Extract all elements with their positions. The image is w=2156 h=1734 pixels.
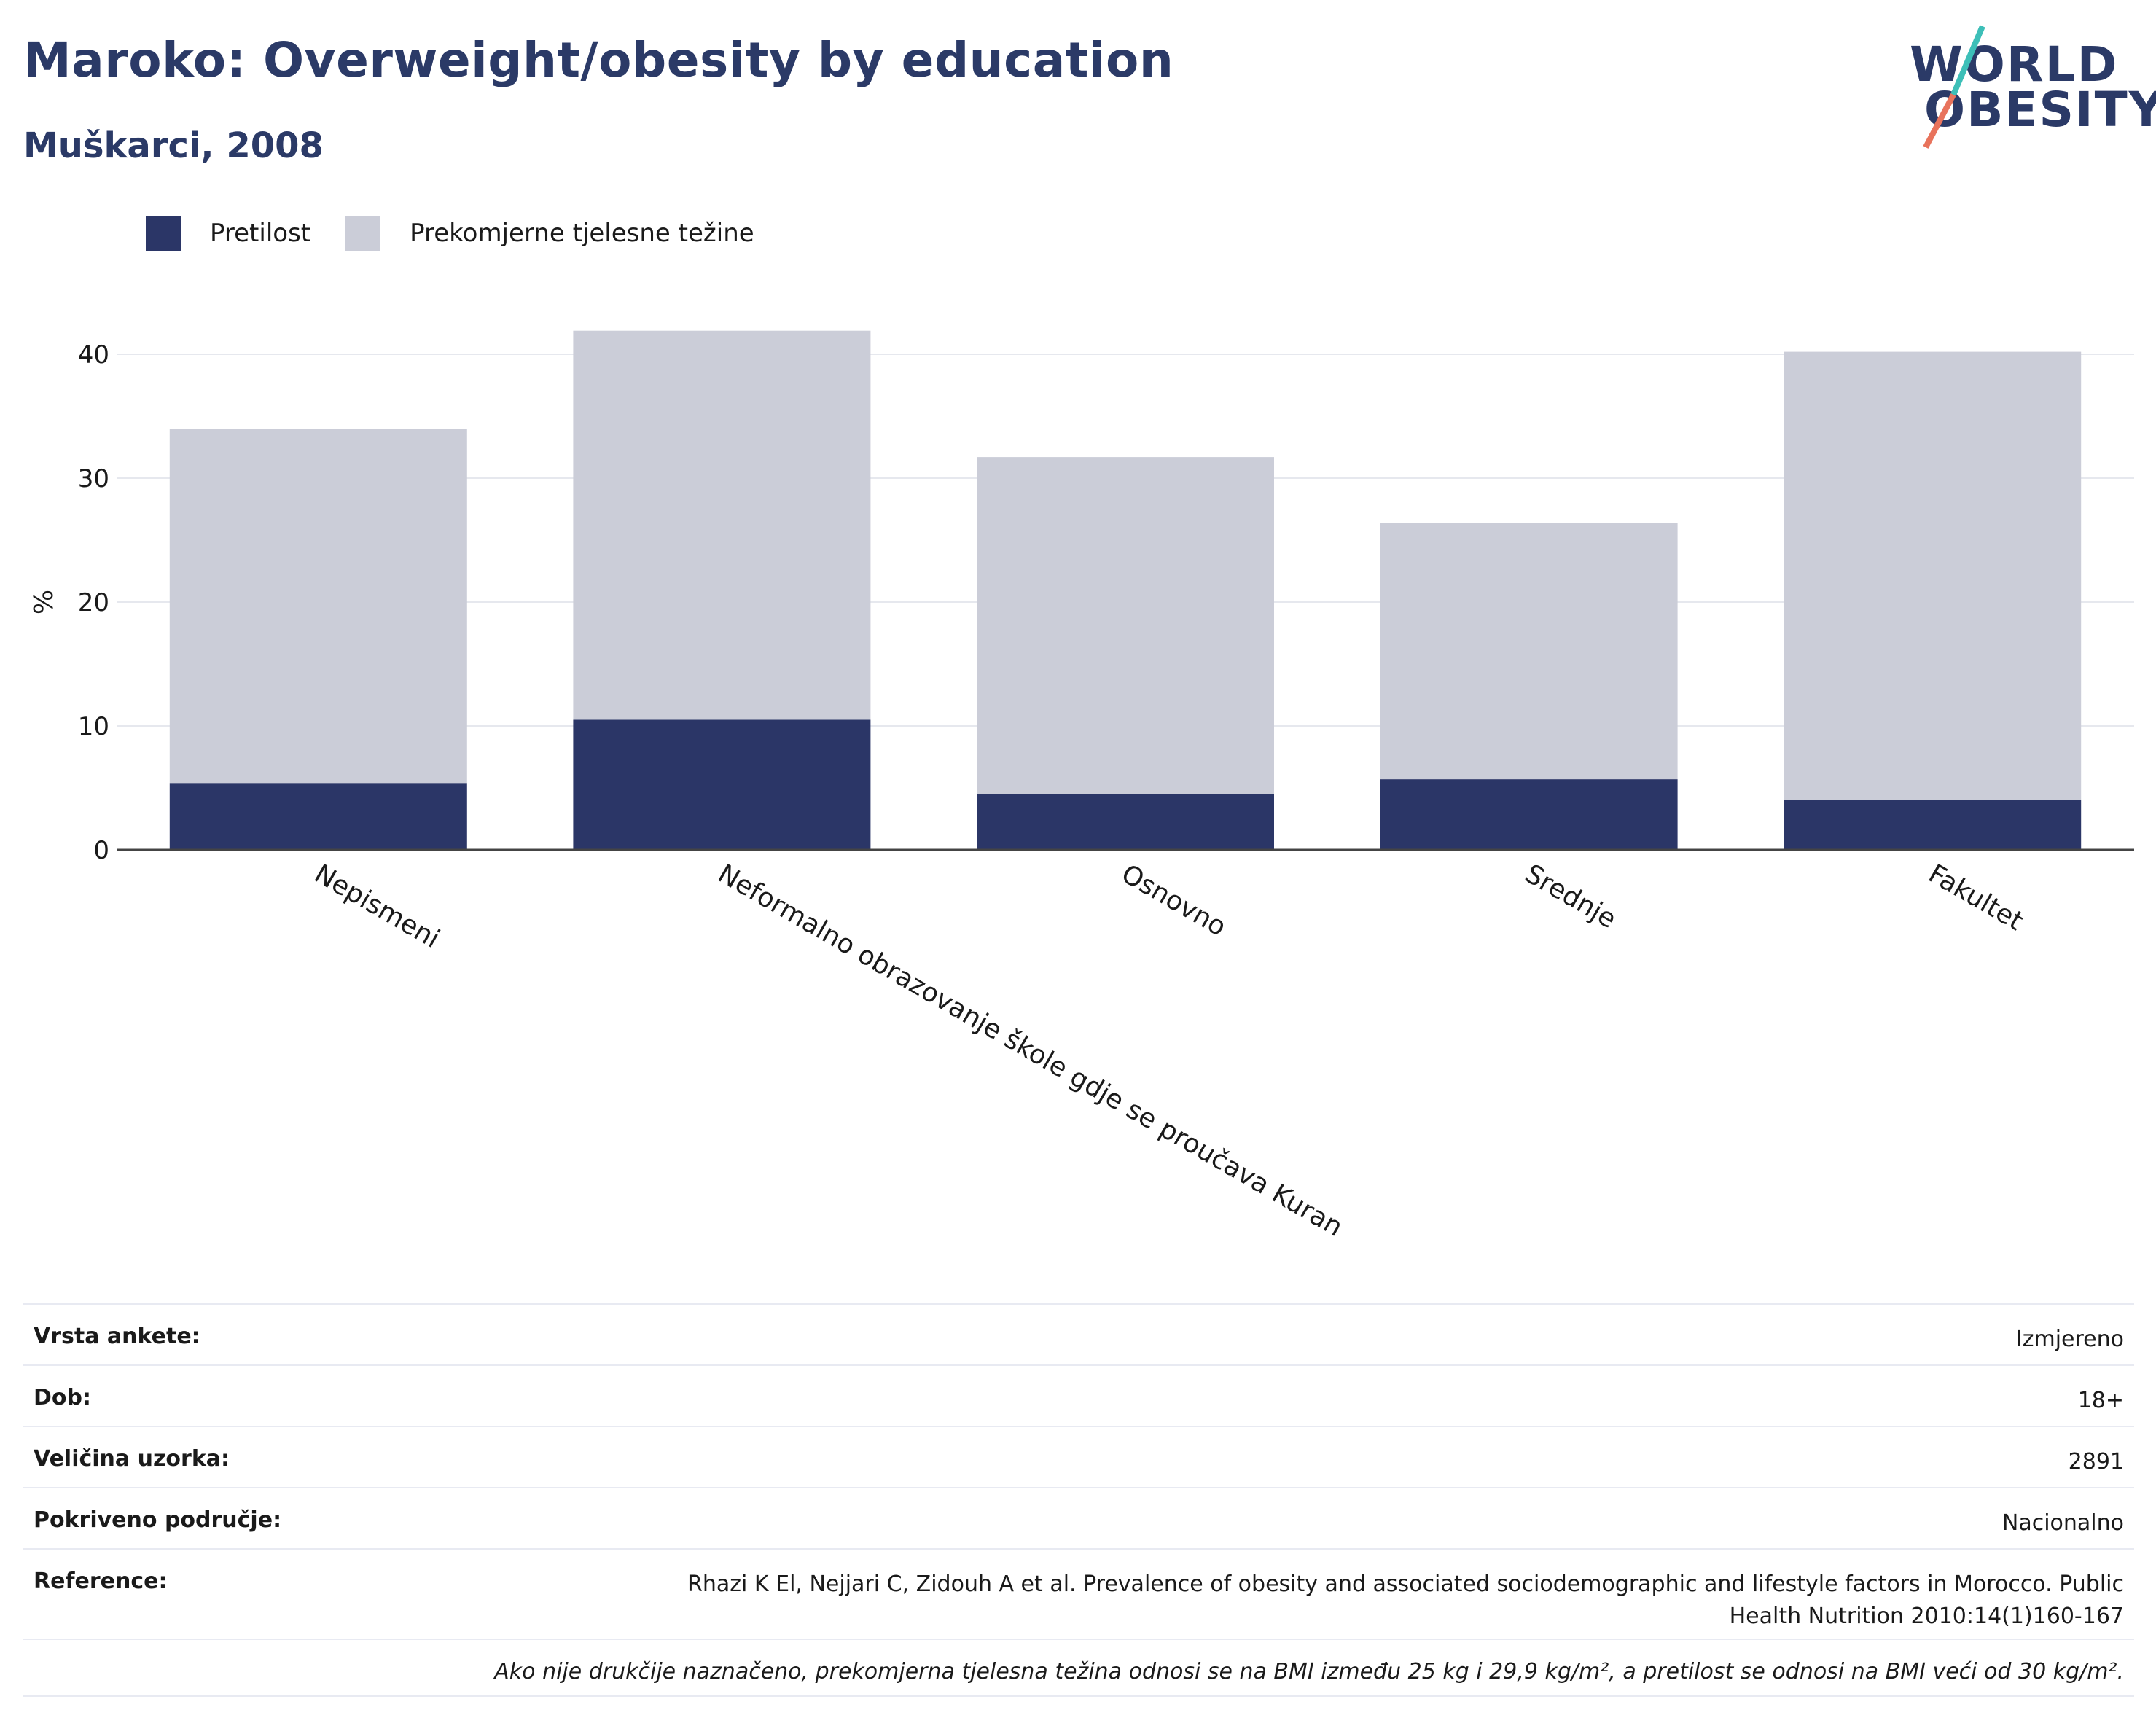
bar-overweight <box>169 429 467 784</box>
info-row-reference: Reference: Rhazi K El, Nejjari C, Zidouh… <box>23 1548 2134 1639</box>
info-key: Reference: <box>34 1569 168 1594</box>
bar-overweight <box>977 457 1274 794</box>
x-tick-label: Osnovno <box>1117 859 1231 942</box>
footnote: Ako nije drukčije naznačeno, prekomjerna… <box>23 1639 2134 1697</box>
bar-obesity <box>573 719 871 850</box>
info-key: Veličina uzorka: <box>34 1446 230 1472</box>
legend-item-obesity[interactable]: Pretilost <box>146 216 310 251</box>
y-axis-label: % <box>29 590 59 614</box>
info-value: 18+ <box>2077 1388 2124 1413</box>
y-tick-label: 30 <box>78 464 109 493</box>
bar-overweight <box>1784 351 2082 801</box>
logo-slash-icon <box>1923 25 1985 149</box>
info-row-area: Pokriveno područje: Nacionalno <box>23 1487 2134 1548</box>
info-key: Dob: <box>34 1385 91 1410</box>
legend-label-overweight: Prekomjerne tjelesne težine <box>410 219 754 248</box>
y-tick-label: 10 <box>78 712 109 741</box>
bar-obesity <box>1784 800 2082 850</box>
legend: Pretilost Prekomjerne tjelesne težine <box>146 216 789 251</box>
bar-overweight <box>573 330 871 720</box>
chart-title: Maroko: Overweight/obesity by education <box>23 32 1174 88</box>
info-value: Izmjereno <box>2015 1327 2124 1352</box>
logo-line-1: WORLD <box>1910 36 2119 93</box>
info-key: Pokriveno područje: <box>34 1507 282 1533</box>
info-value: Rhazi K El, Nejjari C, Zidouh A et al. P… <box>687 1571 2124 1629</box>
legend-swatch-obesity <box>146 216 181 251</box>
bar-overweight <box>1380 523 1678 780</box>
info-row-sample-size: Veličina uzorka: 2891 <box>23 1426 2134 1487</box>
y-tick-label: 20 <box>78 588 109 617</box>
x-tick-label: Neformalno obrazovanje škole gdje se pro… <box>713 859 1348 1243</box>
logo-line-2: OBESITY <box>1924 82 2156 138</box>
x-tick-label: Srednje <box>1520 859 1621 934</box>
legend-item-overweight[interactable]: Prekomjerne tjelesne težine <box>345 216 754 251</box>
legend-swatch-overweight <box>345 216 381 251</box>
bar-chart: 0 10 20 30 40% Nepismeni Neformalno obrazovanj… <box>29 330 2134 1243</box>
info-key: Vrsta ankete: <box>34 1324 200 1349</box>
info-row-age: Dob: 18+ <box>23 1364 2134 1426</box>
bar-obesity <box>169 783 467 850</box>
world-obesity-logo: WORLD OBESITY <box>1895 22 2156 153</box>
chart-subtitle: Muškarci, 2008 <box>23 125 324 166</box>
legend-label-obesity: Pretilost <box>210 219 311 248</box>
survey-info-table: Vrsta ankete: Izmjereno Dob: 18+ Veličin… <box>23 1303 2134 1697</box>
y-tick-label: 40 <box>78 340 109 370</box>
y-tick-label: 0 <box>93 836 109 865</box>
bar-obesity <box>1380 779 1678 850</box>
x-tick-label: Fakultet <box>1923 859 2028 937</box>
x-tick-label: Nepismeni <box>309 859 445 954</box>
info-value: Nacionalno <box>2001 1510 2124 1536</box>
info-row-survey-type: Vrsta ankete: Izmjereno <box>23 1303 2134 1364</box>
bar-obesity <box>977 794 1274 850</box>
info-value: 2891 <box>2068 1449 2124 1475</box>
